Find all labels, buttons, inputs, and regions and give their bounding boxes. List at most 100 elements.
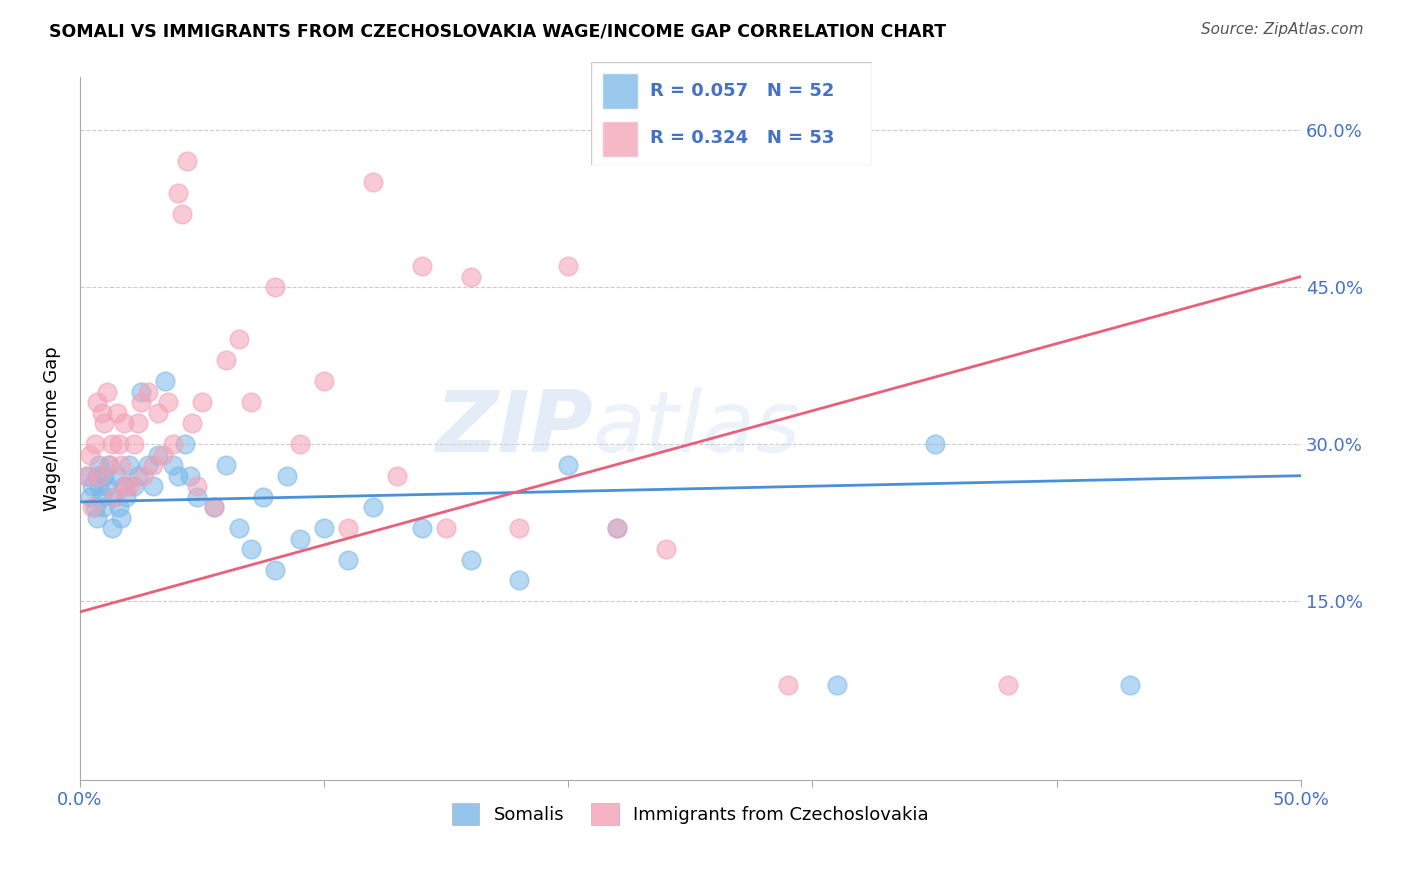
Point: [100, 521, 122, 535]
Point: [146, 406, 169, 420]
Point: [100, 437, 122, 451]
Point: [181, 417, 204, 431]
Point: [228, 333, 250, 347]
Point: [166, 186, 188, 200]
Point: [215, 458, 238, 473]
Point: [508, 574, 530, 588]
Point: [288, 532, 311, 546]
Point: [337, 552, 360, 566]
Y-axis label: Wage/Income Gap: Wage/Income Gap: [44, 346, 60, 511]
Point: [1119, 678, 1142, 692]
Point: [132, 468, 155, 483]
Point: [557, 259, 579, 273]
Point: [411, 259, 433, 273]
Point: [136, 458, 159, 473]
Point: [176, 154, 198, 169]
Point: [98, 458, 121, 473]
Point: [105, 468, 128, 483]
Point: [86, 468, 108, 483]
Point: [924, 437, 946, 451]
Text: Source: ZipAtlas.com: Source: ZipAtlas.com: [1201, 22, 1364, 37]
Point: [86, 510, 108, 524]
Point: [239, 542, 262, 557]
Point: [557, 458, 579, 473]
Point: [172, 207, 194, 221]
Point: [202, 500, 225, 515]
Point: [606, 521, 628, 535]
Point: [93, 417, 115, 431]
Point: [83, 437, 105, 451]
Point: [80, 479, 103, 493]
Point: [186, 490, 208, 504]
Point: [460, 269, 482, 284]
Point: [142, 479, 165, 493]
Point: [93, 468, 115, 483]
Point: [118, 458, 141, 473]
Point: [239, 395, 262, 409]
Point: [264, 563, 287, 577]
Point: [173, 437, 195, 451]
Point: [89, 458, 111, 473]
Point: [361, 175, 384, 189]
Point: [825, 678, 848, 692]
Point: [80, 500, 103, 515]
Point: [115, 490, 138, 504]
Point: [122, 479, 145, 493]
Point: [76, 468, 98, 483]
Point: [411, 521, 433, 535]
Point: [288, 437, 311, 451]
Point: [202, 500, 225, 515]
Point: [89, 479, 111, 493]
Point: [105, 406, 128, 420]
Point: [98, 458, 121, 473]
Point: [460, 552, 482, 566]
Point: [228, 521, 250, 535]
Point: [79, 490, 101, 504]
Point: [96, 479, 118, 493]
Point: [76, 468, 98, 483]
Point: [90, 490, 112, 504]
Point: [155, 375, 177, 389]
Text: ZIP: ZIP: [434, 387, 593, 470]
Legend: Somalis, Immigrants from Czechoslovakia: Somalis, Immigrants from Czechoslovakia: [443, 794, 938, 834]
Point: [186, 479, 208, 493]
Point: [110, 510, 132, 524]
Point: [997, 678, 1019, 692]
Point: [146, 448, 169, 462]
Point: [191, 395, 214, 409]
Point: [778, 678, 800, 692]
Text: SOMALI VS IMMIGRANTS FROM CZECHOSLOVAKIA WAGE/INCOME GAP CORRELATION CHART: SOMALI VS IMMIGRANTS FROM CZECHOSLOVAKIA…: [49, 22, 946, 40]
Text: R = 0.057   N = 52: R = 0.057 N = 52: [650, 82, 834, 100]
Point: [142, 458, 165, 473]
Point: [606, 521, 628, 535]
Point: [655, 542, 678, 557]
Point: [508, 521, 530, 535]
Point: [89, 468, 111, 483]
Point: [112, 479, 135, 493]
Point: [312, 521, 335, 535]
Point: [79, 448, 101, 462]
FancyBboxPatch shape: [602, 73, 638, 109]
Point: [122, 437, 145, 451]
Point: [361, 500, 384, 515]
Point: [103, 490, 125, 504]
Point: [166, 468, 188, 483]
Point: [118, 479, 141, 493]
Point: [264, 280, 287, 294]
Point: [110, 458, 132, 473]
Point: [112, 417, 135, 431]
Point: [276, 468, 298, 483]
Point: [115, 479, 138, 493]
Point: [108, 437, 131, 451]
Point: [337, 521, 360, 535]
Point: [86, 395, 108, 409]
Point: [83, 500, 105, 515]
Point: [312, 375, 335, 389]
Point: [152, 448, 174, 462]
Point: [136, 384, 159, 399]
Point: [96, 384, 118, 399]
Point: [127, 417, 149, 431]
Point: [179, 468, 201, 483]
Point: [103, 490, 125, 504]
Point: [162, 458, 184, 473]
